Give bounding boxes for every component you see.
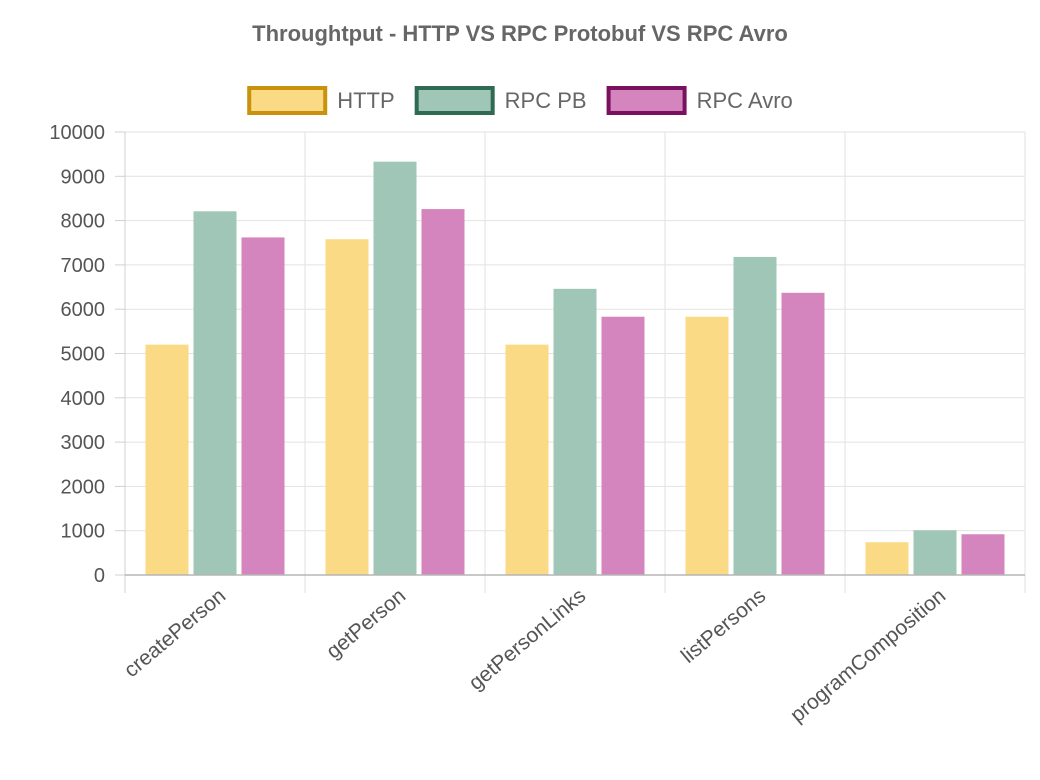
bar-rpc-pb-programcomposition[interactable]	[913, 530, 957, 575]
bar-rpc-avro-listpersons[interactable]	[781, 292, 825, 575]
bar-rpc-avro-getpersonlinks[interactable]	[601, 316, 645, 575]
legend-label-http: HTTP	[337, 88, 394, 113]
y-tick-label: 2000	[61, 476, 106, 498]
bar-rpc-avro-createperson[interactable]	[241, 237, 285, 575]
y-tick-label: 4000	[61, 388, 106, 410]
y-tick-label: 3000	[61, 432, 106, 454]
legend-swatch-http	[247, 86, 328, 115]
chart-title: Throughtput - HTTP VS RPC Protobuf VS RP…	[252, 21, 788, 46]
legend-swatch-rpc-pb	[414, 86, 495, 115]
y-tick-label: 0	[94, 565, 105, 587]
bar-http-listpersons[interactable]	[685, 316, 729, 575]
x-tick-label-createperson: createPerson	[120, 584, 230, 682]
legend: HTTP RPC PB RPC Avro	[247, 86, 793, 115]
bars	[145, 161, 1005, 575]
legend-label-rpc-avro: RPC Avro	[697, 88, 793, 113]
bar-http-programcomposition[interactable]	[865, 542, 909, 575]
legend-label-rpc-pb: RPC PB	[505, 88, 587, 113]
bar-rpc-pb-listpersons[interactable]	[733, 256, 777, 575]
y-tick-label: 5000	[61, 344, 106, 366]
bar-rpc-avro-programcomposition[interactable]	[961, 534, 1005, 575]
x-tick-label-programcomposition: programComposition	[786, 584, 950, 727]
bar-http-createperson[interactable]	[145, 344, 189, 575]
bar-rpc-pb-getpersonlinks[interactable]	[553, 288, 597, 575]
x-axis-ticks: createPerson getPerson getPersonLinks listP…	[120, 584, 950, 727]
y-tick-label: 7000	[61, 255, 106, 277]
x-tick-label-getperson: getPerson	[322, 584, 410, 663]
x-tick-label-getpersonlinks: getPersonLinks	[465, 584, 591, 695]
y-tick-label: 6000	[61, 299, 106, 321]
y-tick-label: 8000	[61, 211, 106, 233]
y-axis-ticks: 0 1000 2000 3000 4000 5000 6000 7000 8000 9000 100…	[49, 122, 125, 587]
y-tick-label: 9000	[61, 166, 106, 188]
legend-item-rpc-pb[interactable]: RPC PB	[414, 86, 587, 115]
legend-swatch-rpc-avro	[606, 86, 687, 115]
bar-http-getperson[interactable]	[325, 239, 369, 575]
legend-item-http[interactable]: HTTP	[247, 86, 395, 115]
bar-rpc-avro-getperson[interactable]	[421, 209, 465, 575]
bar-http-getpersonlinks[interactable]	[505, 344, 549, 575]
y-tick-label: 1000	[61, 521, 106, 543]
bar-rpc-pb-createperson[interactable]	[193, 211, 237, 575]
bar-rpc-pb-getperson[interactable]	[373, 161, 417, 575]
y-tick-label: 10000	[49, 122, 105, 144]
axes	[124, 132, 1025, 593]
x-tick-label-listpersons: listPersons	[677, 584, 770, 668]
legend-item-rpc-avro[interactable]: RPC Avro	[606, 86, 793, 115]
